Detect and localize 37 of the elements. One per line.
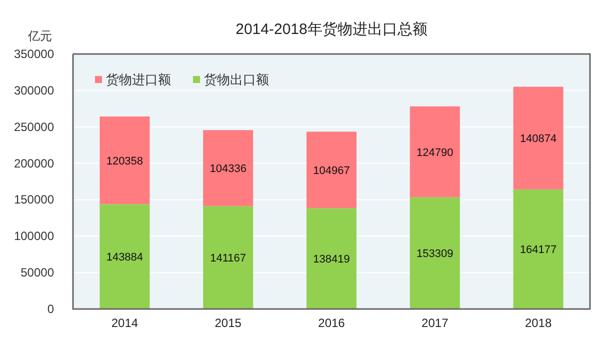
x-tick-label: 2015	[214, 316, 242, 330]
data-label: 164177	[520, 244, 557, 256]
chart-title: 2014-2018年货物进出口总额	[236, 21, 428, 38]
legend-label: 货物出口额	[204, 72, 269, 87]
data-label: 140874	[520, 133, 557, 146]
x-tick-label: 2014	[111, 316, 138, 330]
bar	[203, 206, 254, 309]
y-tick-label: 50000	[20, 266, 54, 280]
bar	[100, 204, 150, 309]
data-label: 104336	[210, 163, 246, 176]
x-tick-label: 2018	[524, 316, 552, 330]
data-label: 104967	[313, 164, 350, 177]
bar	[410, 106, 460, 198]
bar	[513, 86, 564, 190]
y-tick-label: 0	[47, 302, 54, 316]
x-tick-label: 2016	[318, 316, 346, 330]
data-label: 124790	[416, 146, 454, 159]
y-tick-label: 250000	[14, 120, 54, 134]
bar	[410, 197, 460, 309]
y-tick-label: 150000	[14, 192, 54, 207]
bar	[306, 132, 356, 208]
y-tick-label: 350000	[14, 47, 54, 61]
legend-label: 货物进口额	[106, 72, 171, 87]
y-tick-label: 300000	[14, 83, 54, 98]
data-label: 141167	[210, 252, 246, 265]
bar	[513, 189, 564, 309]
data-label: 143884	[106, 252, 144, 264]
bar	[100, 116, 150, 204]
data-label: 153309	[416, 248, 454, 260]
y-tick-label: 100000	[14, 229, 54, 244]
bar	[203, 130, 254, 206]
y-tick-label: 200000	[14, 156, 54, 170]
y-axis-title: 亿元	[27, 29, 52, 43]
data-label: 138419	[313, 254, 350, 266]
x-tick-label: 2017	[422, 316, 449, 330]
data-label: 120358	[106, 155, 144, 168]
bar	[306, 208, 356, 309]
